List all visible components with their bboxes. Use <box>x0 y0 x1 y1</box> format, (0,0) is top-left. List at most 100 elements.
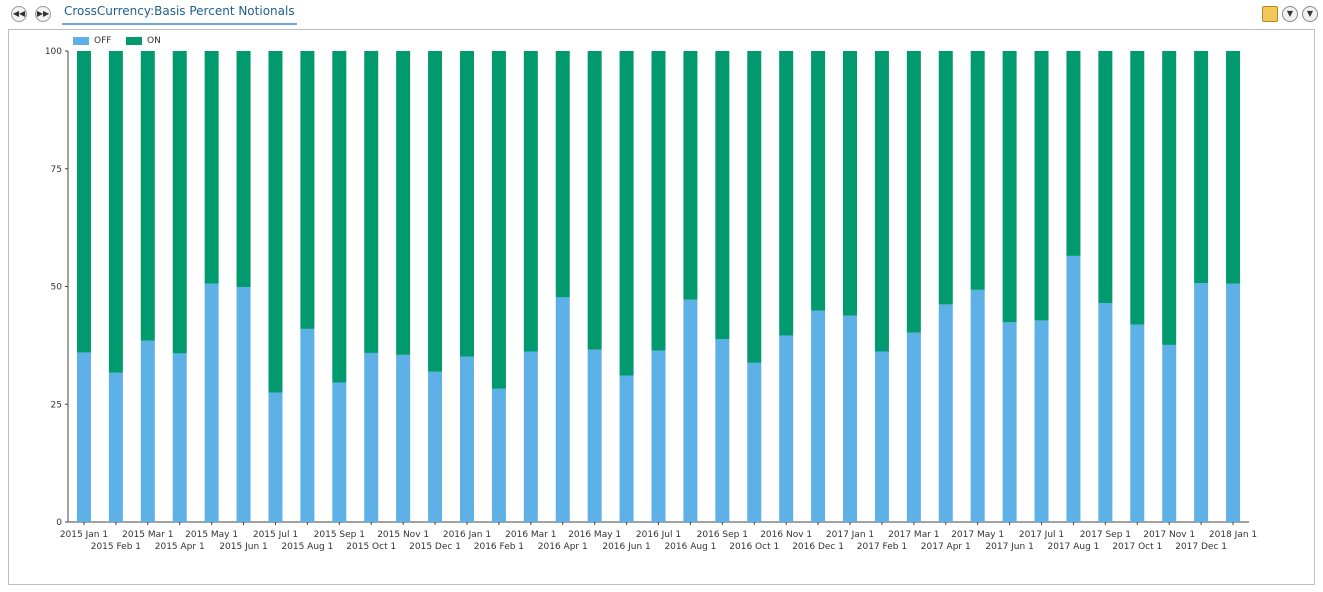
bar-off <box>715 339 730 522</box>
x-tick-label: 2017 Apr 1 <box>921 542 971 552</box>
bar-on <box>779 51 794 336</box>
bar-off <box>587 349 602 522</box>
bar-off <box>459 356 474 522</box>
x-tick-label: 2016 Sep 1 <box>697 530 748 540</box>
bar-on <box>1002 51 1017 323</box>
bar-on <box>970 51 985 290</box>
x-tick-label: 2016 Mar 1 <box>505 530 556 540</box>
x-tick-label: 2017 Jul 1 <box>1019 530 1064 540</box>
legend-item-off[interactable]: OFF <box>73 36 111 46</box>
bar-off <box>906 332 921 522</box>
bar-off <box>747 362 762 522</box>
bar-on <box>1034 51 1049 321</box>
x-tick-label: 2016 Jul 1 <box>636 530 681 540</box>
bar-on <box>140 51 155 341</box>
bar-on <box>1130 51 1145 325</box>
y-tick-label: 25 <box>51 400 62 410</box>
bar-off <box>300 328 315 522</box>
bar-off <box>1066 255 1081 522</box>
x-tick-label: 2015 May 1 <box>185 530 238 540</box>
bar-off <box>268 392 283 522</box>
bar-off <box>204 283 219 522</box>
bar-off <box>970 289 985 522</box>
bar-off <box>1034 320 1049 522</box>
bar-off <box>140 340 155 522</box>
x-tick-label: 2015 Sep 1 <box>314 530 365 540</box>
notes-icon[interactable] <box>1262 6 1278 22</box>
bar-on <box>747 51 762 363</box>
bar-off <box>1130 324 1145 522</box>
legend-label-on: ON <box>147 36 161 46</box>
bar-off <box>938 304 953 522</box>
bar-on <box>715 51 730 340</box>
bar-off <box>1226 283 1241 522</box>
bar-on <box>1194 51 1209 284</box>
legend-swatch-on <box>126 36 142 45</box>
fast-forward-icon[interactable]: ▶▶ <box>35 6 51 22</box>
bar-on <box>332 51 347 383</box>
bar-on <box>843 51 858 316</box>
x-tick-label: 2015 Aug 1 <box>281 542 333 552</box>
x-tick-label: 2017 Dec 1 <box>1175 542 1227 552</box>
x-tick-label: 2016 Jan 1 <box>443 530 491 540</box>
bar-off <box>779 335 794 522</box>
collapse-icon[interactable]: ▼ <box>1282 6 1298 22</box>
bar-off <box>683 299 698 522</box>
bar-off <box>874 351 889 522</box>
bar-off <box>236 286 251 522</box>
x-tick-label: 2017 Aug 1 <box>1047 542 1099 552</box>
x-tick-label: 2016 Aug 1 <box>664 542 716 552</box>
bar-on <box>364 51 379 353</box>
bar-on <box>938 51 953 305</box>
x-tick-label: 2016 Feb 1 <box>474 542 524 552</box>
x-tick-label: 2017 Nov 1 <box>1143 530 1195 540</box>
bar-off <box>172 353 187 522</box>
bar-on <box>108 51 123 373</box>
bar-off <box>364 352 379 522</box>
bar-on <box>300 51 315 329</box>
bar-on <box>76 51 91 353</box>
bar-off <box>619 375 634 522</box>
x-tick-label: 2017 Feb 1 <box>857 542 907 552</box>
x-tick-label: 2017 Sep 1 <box>1080 530 1131 540</box>
bar-on <box>619 51 634 376</box>
legend-label-off: OFF <box>94 36 112 46</box>
bar-on <box>1066 51 1081 256</box>
bar-on <box>683 51 698 300</box>
bar-on <box>428 51 443 372</box>
x-tick-label: 2016 Apr 1 <box>538 542 588 552</box>
bar-off <box>651 350 666 522</box>
bar-on <box>906 51 921 333</box>
legend-item-on[interactable]: ON <box>126 36 161 46</box>
x-tick-label: 2018 Jan 1 <box>1209 530 1257 540</box>
bar-off <box>1162 344 1177 522</box>
bar-on <box>459 51 474 357</box>
rewind-icon[interactable]: ◀◀ <box>11 6 27 22</box>
bar-on <box>268 51 283 393</box>
bar-on <box>396 51 411 355</box>
bar-off <box>555 297 570 522</box>
x-tick-label: 2016 May 1 <box>568 530 621 540</box>
bar-on <box>874 51 889 352</box>
y-tick-label: 75 <box>51 165 62 175</box>
x-tick-label: 2015 Oct 1 <box>346 542 396 552</box>
x-tick-label: 2015 Jul 1 <box>253 530 298 540</box>
x-tick-label: 2015 Feb 1 <box>91 542 141 552</box>
bar-off <box>332 382 347 522</box>
x-tick-label: 2017 Jun 1 <box>985 542 1033 552</box>
x-tick-label: 2017 Oct 1 <box>1112 542 1162 552</box>
x-tick-label: 2016 Jun 1 <box>602 542 650 552</box>
x-tick-label: 2015 Jun 1 <box>219 542 267 552</box>
x-tick-label: 2015 Dec 1 <box>409 542 461 552</box>
bar-on <box>236 51 251 287</box>
expand-icon[interactable]: ▼ <box>1302 6 1318 22</box>
bar-on <box>587 51 602 350</box>
y-tick-label: 0 <box>56 518 62 528</box>
bar-on <box>1226 51 1241 284</box>
x-tick-label: 2015 Apr 1 <box>155 542 205 552</box>
x-tick-label: 2015 Mar 1 <box>122 530 173 540</box>
tab-crosscurrency-basis[interactable]: CrossCurrency:Basis Percent Notionals <box>62 4 297 25</box>
x-tick-label: 2016 Dec 1 <box>792 542 844 552</box>
bar-on <box>811 51 826 311</box>
